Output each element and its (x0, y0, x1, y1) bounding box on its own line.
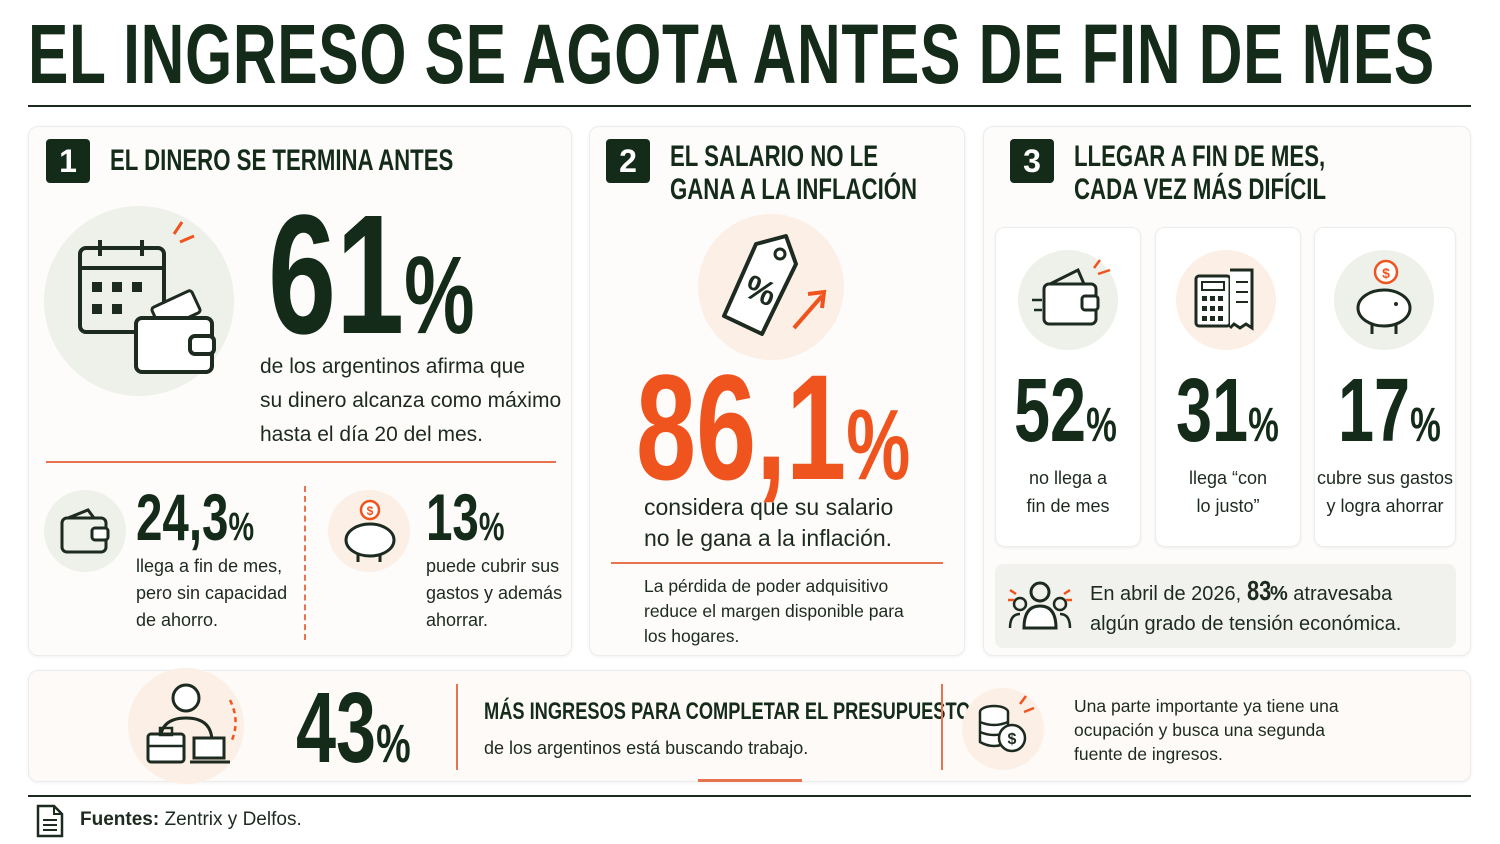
bottom-divider-1 (456, 684, 458, 770)
job-seeker-icon (146, 683, 237, 764)
section-1-vdivider (304, 486, 306, 640)
price-tag-icon: % (722, 234, 827, 336)
stat-b-text: puede cubrir sus gastos y además ahorrar… (426, 556, 563, 630)
section-1-description: de los argentinos afirma que su dinero a… (260, 355, 562, 446)
section-2-divider (611, 562, 943, 564)
stat-a-value: 24,3% (136, 480, 255, 554)
section-2-badge: 2 (606, 139, 650, 183)
piggy-bank-icon-2: $ (1356, 259, 1412, 334)
stat-31-value: 31% (1176, 361, 1279, 461)
section-1-divider (46, 461, 556, 463)
people-group-icon (1008, 581, 1072, 630)
title-divider (28, 105, 1471, 107)
section-3-title: LLEGAR A FIN DE MES, CADA VEZ MÁS DIFÍCI… (1074, 140, 1327, 206)
section-2-note: La pérdida de poder adquisitivo reduce e… (644, 576, 904, 646)
bottom-accent-line (698, 779, 802, 782)
page-title: EL INGRESO SE AGOTA ANTES DE FIN DE MES (28, 7, 1435, 101)
svg-text:$: $ (367, 504, 374, 518)
wallet-icon (60, 508, 110, 554)
stat-17-value: 17% (1338, 361, 1441, 461)
bottom-banner (28, 670, 1471, 782)
stat-17-text: cubre sus gastos y logra ahorrar (1316, 468, 1454, 516)
bottom-big-stat: 43% (296, 672, 411, 784)
stat-b-value: 13% (426, 480, 505, 554)
coins-icon: $ (978, 695, 1035, 753)
section-1-title: EL DINERO SE TERMINA ANTES (110, 144, 454, 177)
stat-52-text: no llega a fin de mes (1026, 468, 1110, 516)
tension-callout (995, 564, 1456, 648)
section-2-big-stat: 86,1% (636, 343, 911, 511)
calendar-wallet-icon (78, 221, 216, 374)
bottom-divider-2 (941, 684, 943, 770)
section-1-big-stat: 61% (268, 180, 475, 370)
piggy-bank-icon: $ (344, 499, 396, 562)
document-icon (36, 804, 64, 838)
tension-callout-text: En abril de 2026, 83% atravesaba algún g… (1090, 575, 1402, 636)
section-1-badge: 1 (46, 139, 90, 183)
section-3-badge: 3 (1010, 139, 1054, 183)
stat-52-value: 52% (1014, 361, 1117, 461)
section-2-description: considera que su salario no le gana a la… (644, 494, 894, 551)
bottom-note: Una parte importante ya tiene una ocupac… (1074, 696, 1339, 764)
footer-divider (28, 795, 1471, 797)
calculator-receipt-icon (1194, 268, 1254, 331)
wallet-icon-bg (44, 490, 126, 572)
stat-a-text: llega a fin de mes, pero sin capacidad d… (136, 556, 288, 630)
section-2-title: EL SALARIO NO LE GANA A LA INFLACIÓN (670, 140, 918, 206)
wallet-cash-icon (1032, 259, 1111, 326)
stat-31-text: llega “con lo justo” (1188, 468, 1268, 516)
svg-text:$: $ (1008, 731, 1017, 748)
bottom-text: de los argentinos está buscando trabajo. (484, 738, 809, 758)
svg-text:$: $ (1382, 265, 1390, 281)
bottom-heading: MÁS INGRESOS PARA COMPLETAR EL PRESUPUES… (484, 698, 971, 725)
sources: Fuentes: Zentrix y Delfos. (80, 809, 302, 830)
